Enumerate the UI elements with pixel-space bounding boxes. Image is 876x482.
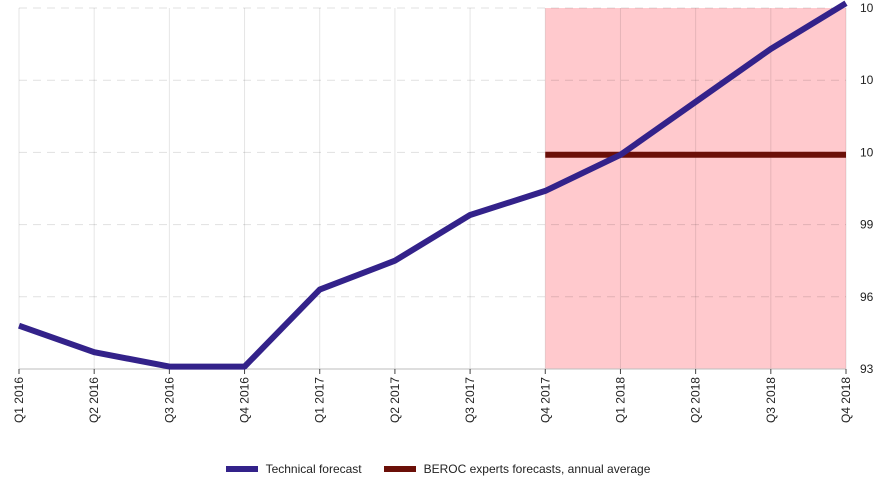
x-tick-label: Q3 2016 bbox=[162, 377, 176, 423]
legend-label-beroc-forecast: BEROC experts forecasts, annual average bbox=[423, 462, 651, 476]
y-tick-label: 10 bbox=[860, 145, 874, 159]
x-tick-label: Q1 2017 bbox=[313, 377, 327, 423]
legend-item-technical-forecast[interactable]: Technical forecast bbox=[225, 462, 362, 476]
x-tick-label: Q2 2016 bbox=[87, 377, 101, 423]
x-tick-label: Q3 2017 bbox=[463, 377, 477, 423]
legend-swatch-beroc-forecast bbox=[383, 466, 416, 472]
x-tick-label: Q4 2016 bbox=[238, 377, 252, 423]
legend-swatch-technical-forecast bbox=[225, 466, 258, 472]
legend-label-technical-forecast: Technical forecast bbox=[265, 462, 362, 476]
legend: Technical forecast BEROC experts forecas… bbox=[0, 462, 876, 476]
y-tick-label: 96 bbox=[860, 290, 874, 304]
y-tick-label: 99 bbox=[860, 218, 874, 232]
x-tick-label: Q4 2018 bbox=[839, 377, 853, 423]
line-chart: 93 96 99 10 10 10 Q1 2016 Q2 2016 Q3 2016 Q4 2016… bbox=[12, 0, 874, 423]
x-tick-label: Q4 2017 bbox=[538, 377, 552, 423]
legend-item-beroc-forecast[interactable]: BEROC experts forecasts, annual average bbox=[383, 462, 651, 476]
x-tick-label: Q1 2016 bbox=[12, 377, 26, 423]
y-tick-label: 10 bbox=[860, 73, 874, 87]
forecast-region bbox=[545, 8, 846, 369]
x-tick-label: Q2 2018 bbox=[689, 377, 703, 423]
series-line-technical-forecast bbox=[18, 0, 848, 370]
y-tick-label: 93 bbox=[860, 362, 874, 376]
x-tick-label: Q3 2018 bbox=[764, 377, 778, 423]
y-tick-label: 10 bbox=[860, 1, 874, 15]
x-tick-label: Q2 2017 bbox=[388, 377, 402, 423]
x-tick-label: Q1 2018 bbox=[613, 377, 627, 423]
